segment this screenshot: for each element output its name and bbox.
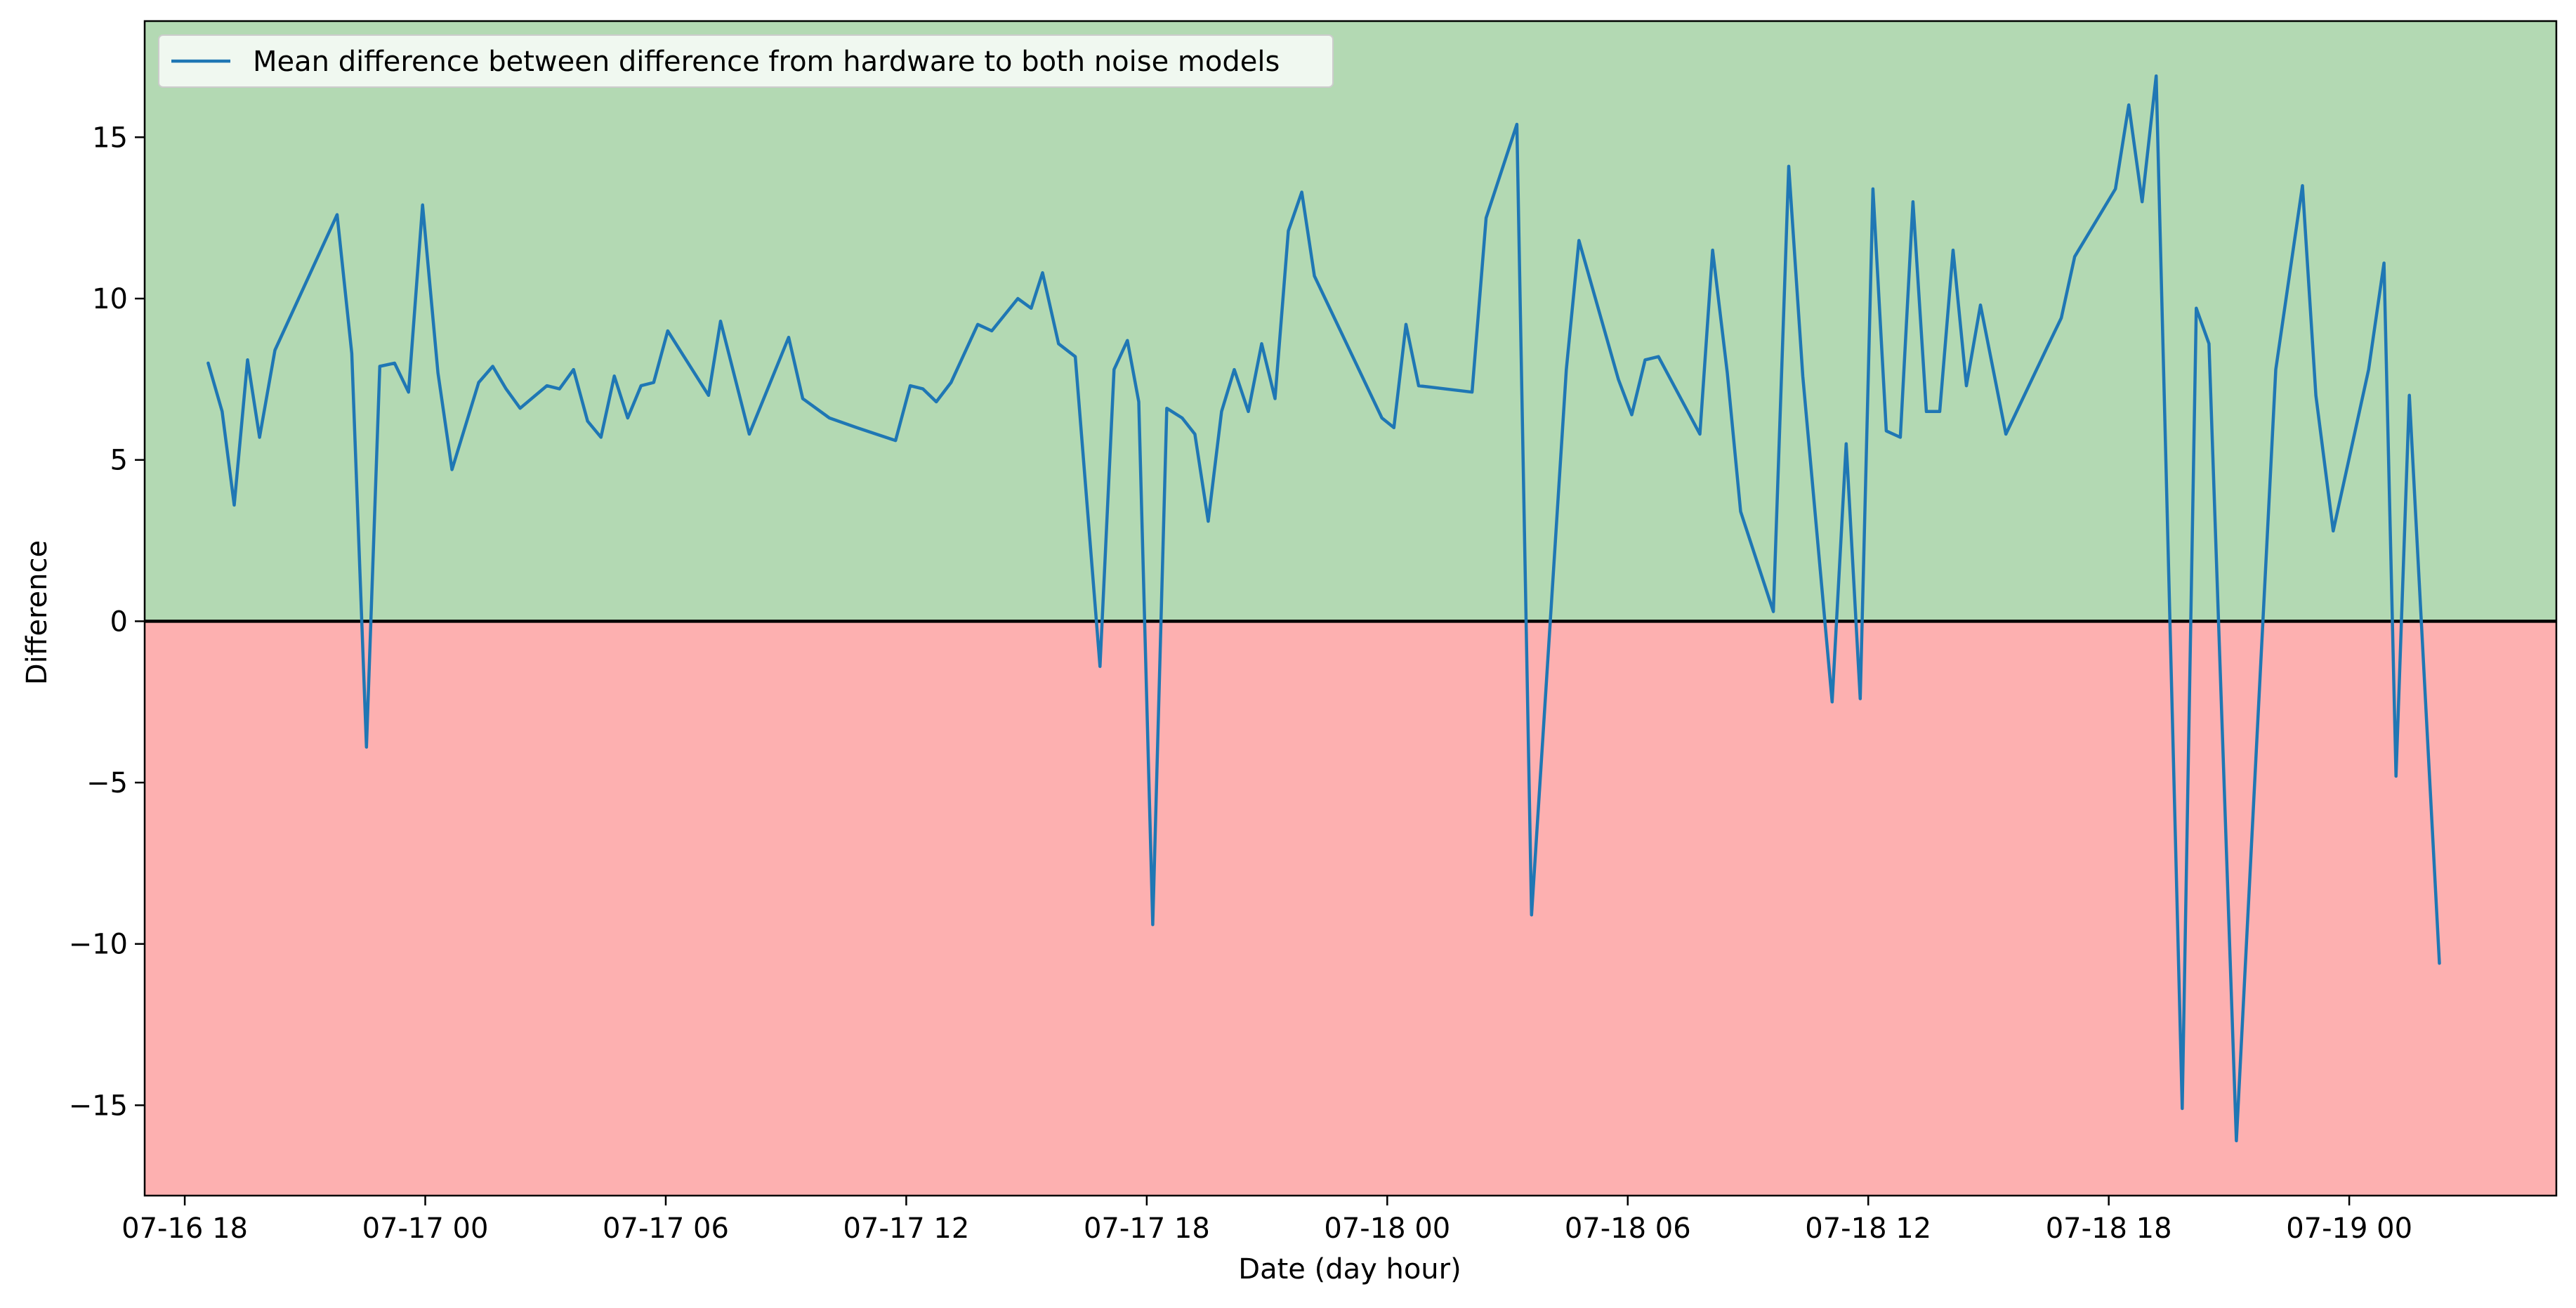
negative-region bbox=[145, 621, 2556, 1196]
y-tick-label: 5 bbox=[110, 445, 128, 477]
x-axis-label: Date (day hour) bbox=[1238, 1253, 1461, 1286]
y-axis-label: Difference bbox=[21, 540, 53, 685]
x-tick-label: 07-18 00 bbox=[1324, 1212, 1450, 1245]
y-tick-label: 0 bbox=[110, 606, 128, 638]
y-tick-label: 15 bbox=[92, 122, 128, 154]
x-tick-label: 07-18 06 bbox=[1565, 1212, 1691, 1245]
plot-frame bbox=[143, 20, 2558, 1197]
x-axis: 07-16 18 07-17 00 07-17 06 07-17 12 07-17 18… bbox=[121, 1196, 2412, 1245]
y-axis: 15 10 5 0 −5 −10 −15 bbox=[69, 122, 145, 1122]
y-tick-label: −15 bbox=[69, 1090, 128, 1122]
plot-frame-layer bbox=[143, 20, 2558, 1197]
y-tick-label: −10 bbox=[69, 929, 128, 961]
x-tick-label: 07-17 18 bbox=[1084, 1212, 1210, 1245]
legend-box bbox=[158, 34, 1334, 88]
x-tick-label: 07-18 18 bbox=[2046, 1212, 2172, 1245]
x-tick-label: 07-19 00 bbox=[2286, 1212, 2412, 1245]
y-tick-label: −5 bbox=[86, 767, 128, 799]
x-tick-label: 07-17 00 bbox=[362, 1212, 489, 1245]
x-tick-label: 07-17 12 bbox=[843, 1212, 969, 1245]
legend-series-label: Mean difference between difference from … bbox=[253, 46, 1280, 78]
positive-region bbox=[145, 21, 2556, 622]
y-tick-label: 10 bbox=[92, 283, 128, 315]
x-tick-label: 07-16 18 bbox=[121, 1212, 248, 1245]
background-regions bbox=[145, 21, 2556, 1196]
x-tick-label: 07-18 12 bbox=[1805, 1212, 1931, 1245]
series-layer bbox=[206, 74, 2441, 1143]
x-tick-label: 07-17 06 bbox=[603, 1212, 729, 1245]
legend: Mean difference between difference from … bbox=[158, 34, 1334, 88]
